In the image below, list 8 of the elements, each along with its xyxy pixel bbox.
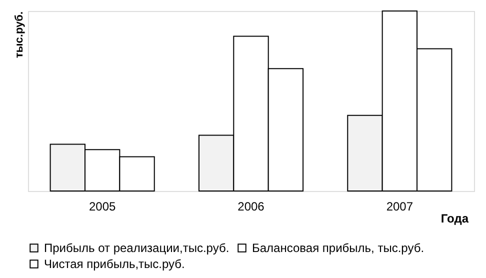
x-tick-label: 2006 <box>238 200 265 214</box>
legend-label: Чистая прибыль,тыс.руб. <box>44 257 185 271</box>
legend-label: Балансовая прибыль, тыс.руб. <box>252 241 424 255</box>
legend-label: Прибыль от реализации,тыс.руб. <box>44 241 230 255</box>
x-tick-label: 2005 <box>88 200 116 214</box>
y-axis-title: тыс.руб. <box>14 12 26 58</box>
x-tick-label: 2007 <box>386 200 414 214</box>
x-axis-title: Года <box>440 212 469 226</box>
